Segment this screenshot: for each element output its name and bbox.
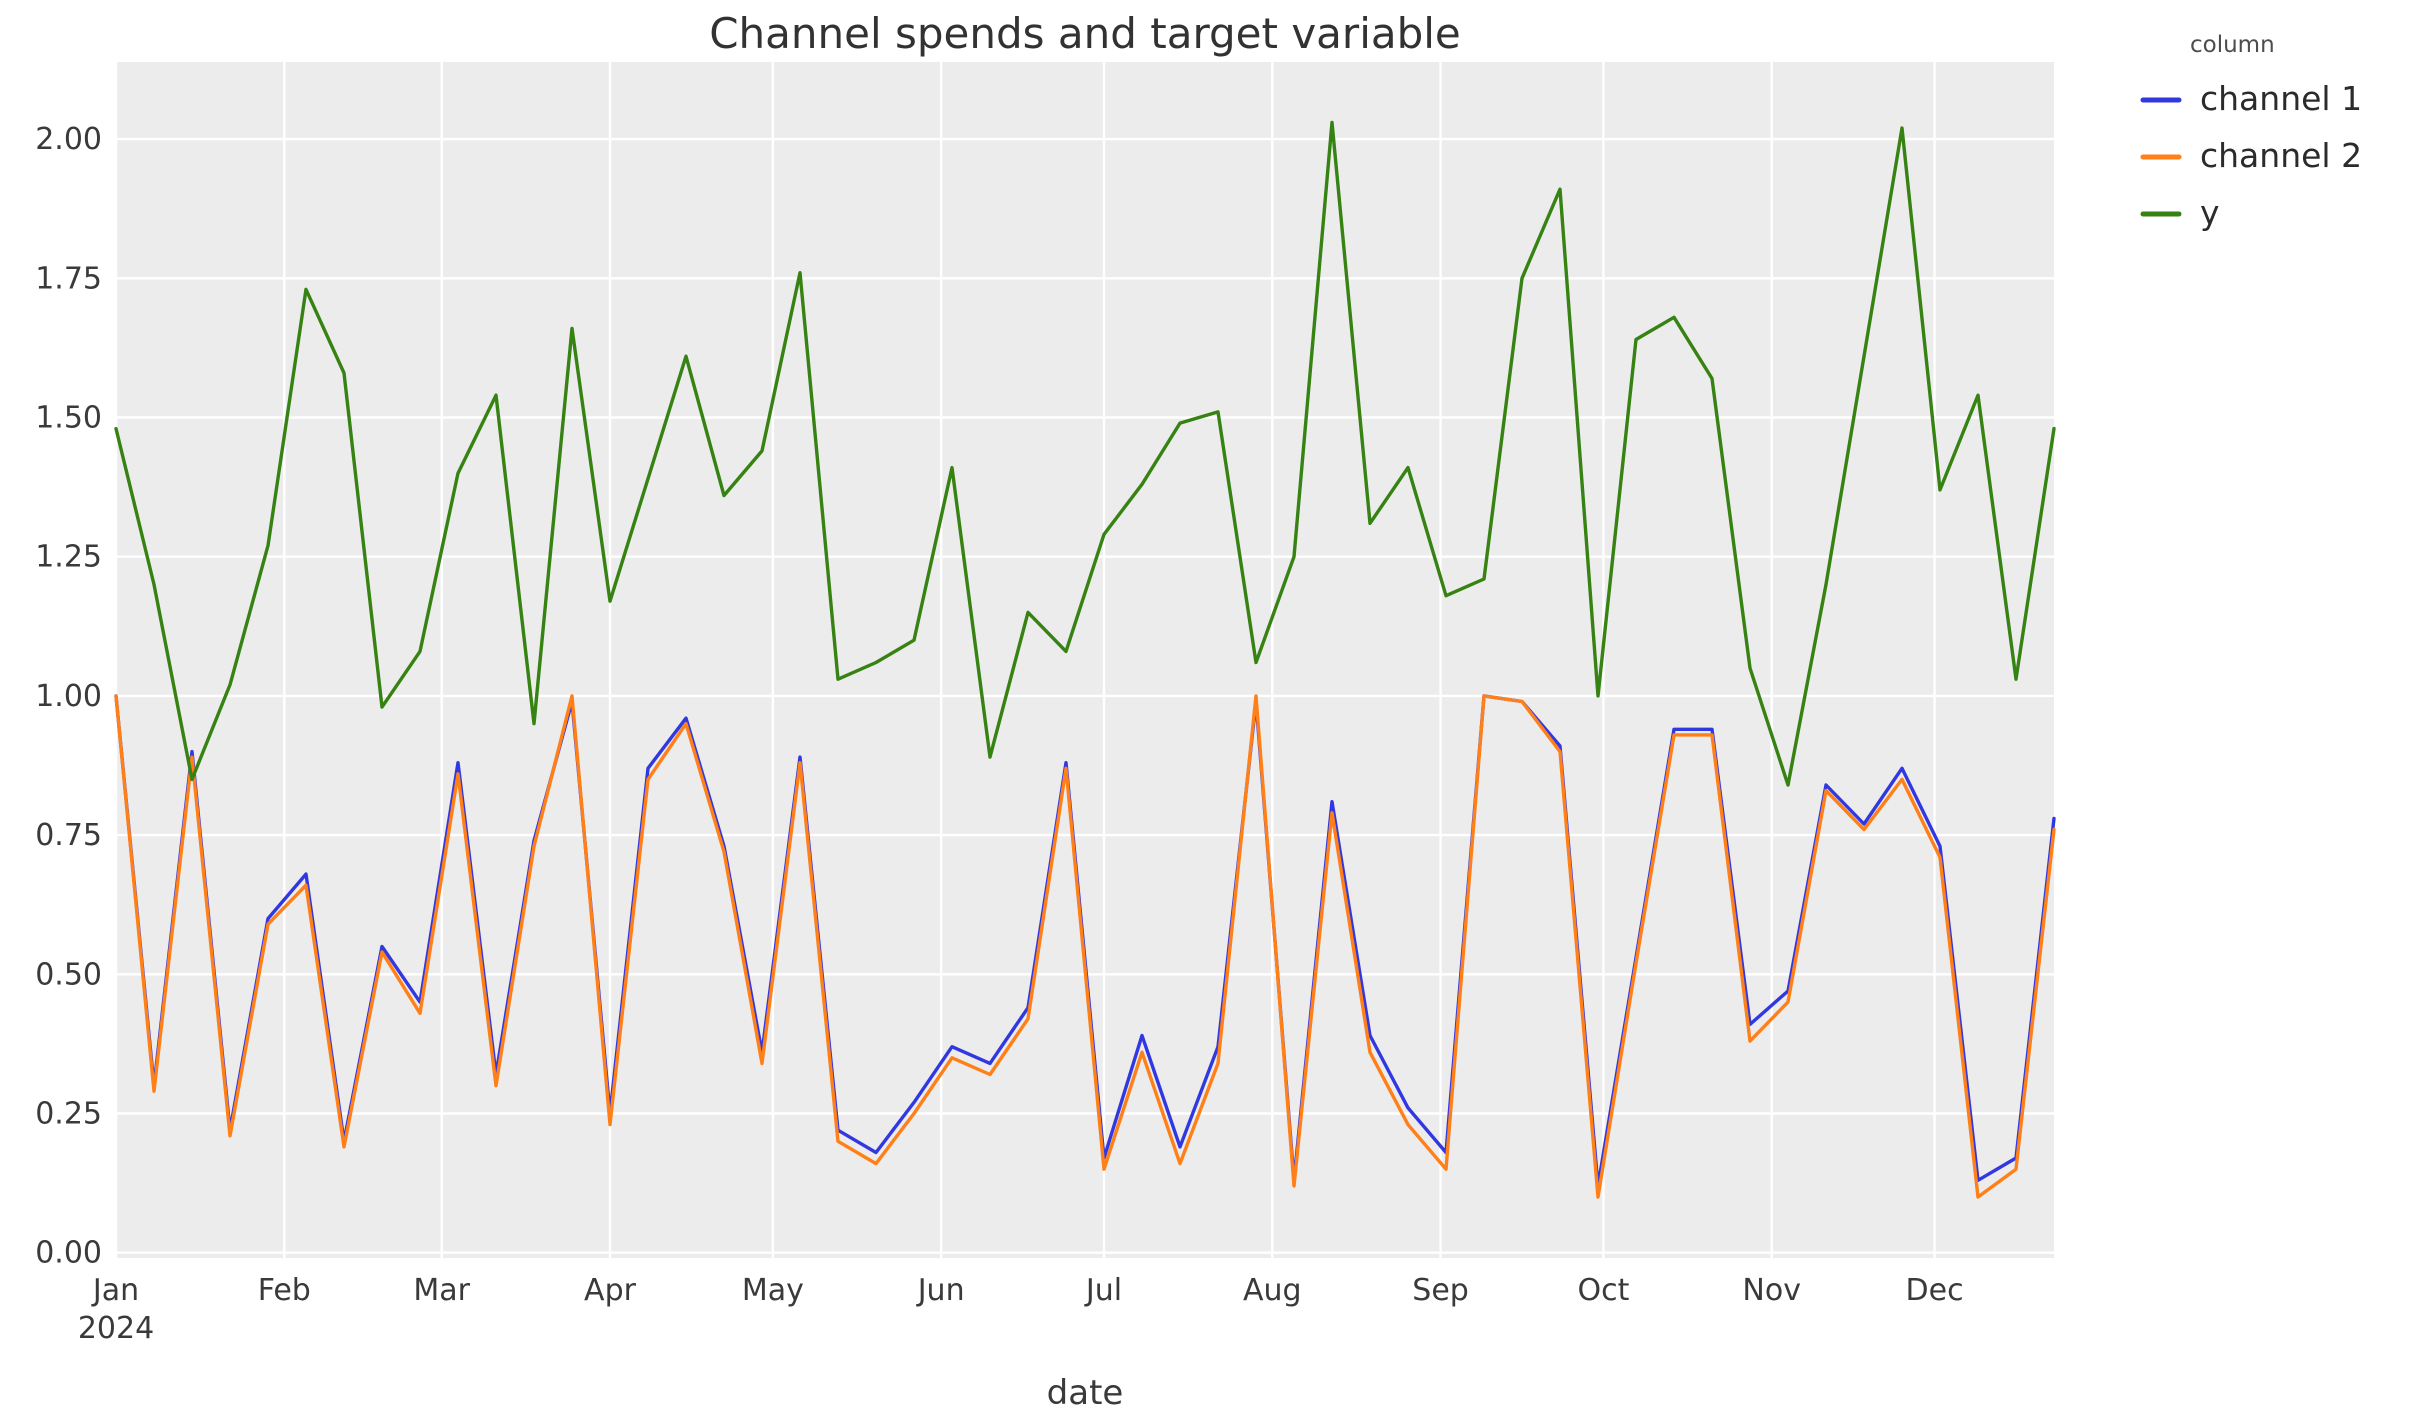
- legend-title: column: [2190, 32, 2275, 58]
- legend-label-channel2: channel 2: [2200, 136, 2362, 175]
- legend-label-channel1: channel 1: [2200, 79, 2362, 118]
- x-tick-label: Nov: [1742, 1273, 1801, 1308]
- y-tick-label: 1.25: [35, 540, 102, 575]
- x-tick-label: Apr: [584, 1273, 637, 1308]
- y-tick-label: 1.50: [35, 401, 102, 436]
- x-tick-label: Jul: [1084, 1273, 1122, 1308]
- legend: column channel 1 channel 2 y: [2140, 32, 2362, 232]
- y-tick-label: 0.50: [35, 957, 102, 992]
- y-tick-label: 1.00: [35, 679, 102, 714]
- y-tick-label: 0.00: [35, 1236, 102, 1271]
- y-tick-label: 1.75: [35, 261, 102, 296]
- x-tick-label: Dec: [1906, 1273, 1964, 1308]
- legend-label-y: y: [2200, 193, 2220, 232]
- y-tick-label: 2.00: [35, 122, 102, 157]
- x-tick-year-label: 2024: [78, 1311, 154, 1346]
- y-tick-label: 0.25: [35, 1097, 102, 1132]
- series-lines: [114, 120, 2056, 1199]
- x-tick-label: Jun: [916, 1273, 965, 1308]
- x-tick-label: Mar: [413, 1273, 470, 1308]
- plot-area: [116, 62, 2054, 1258]
- x-tick-label: Sep: [1412, 1273, 1469, 1308]
- x-tick-label: Jan: [91, 1273, 139, 1308]
- x-axis-label: date: [1047, 1373, 1124, 1413]
- series-line-y: [114, 120, 2056, 787]
- x-tick-label: Feb: [258, 1273, 311, 1308]
- y-axis-tick-labels: 0.00 0.25 0.50 0.75 1.00 1.25 1.50 1.75 2.00: [35, 122, 102, 1271]
- y-tick-label: 0.75: [35, 818, 102, 853]
- chart-title: Channel spends and target variable: [709, 9, 1461, 58]
- x-tick-label: Aug: [1243, 1273, 1302, 1308]
- x-tick-label: Oct: [1577, 1273, 1629, 1308]
- x-tick-label: May: [742, 1273, 804, 1308]
- series-line-channel2: [114, 694, 2056, 1199]
